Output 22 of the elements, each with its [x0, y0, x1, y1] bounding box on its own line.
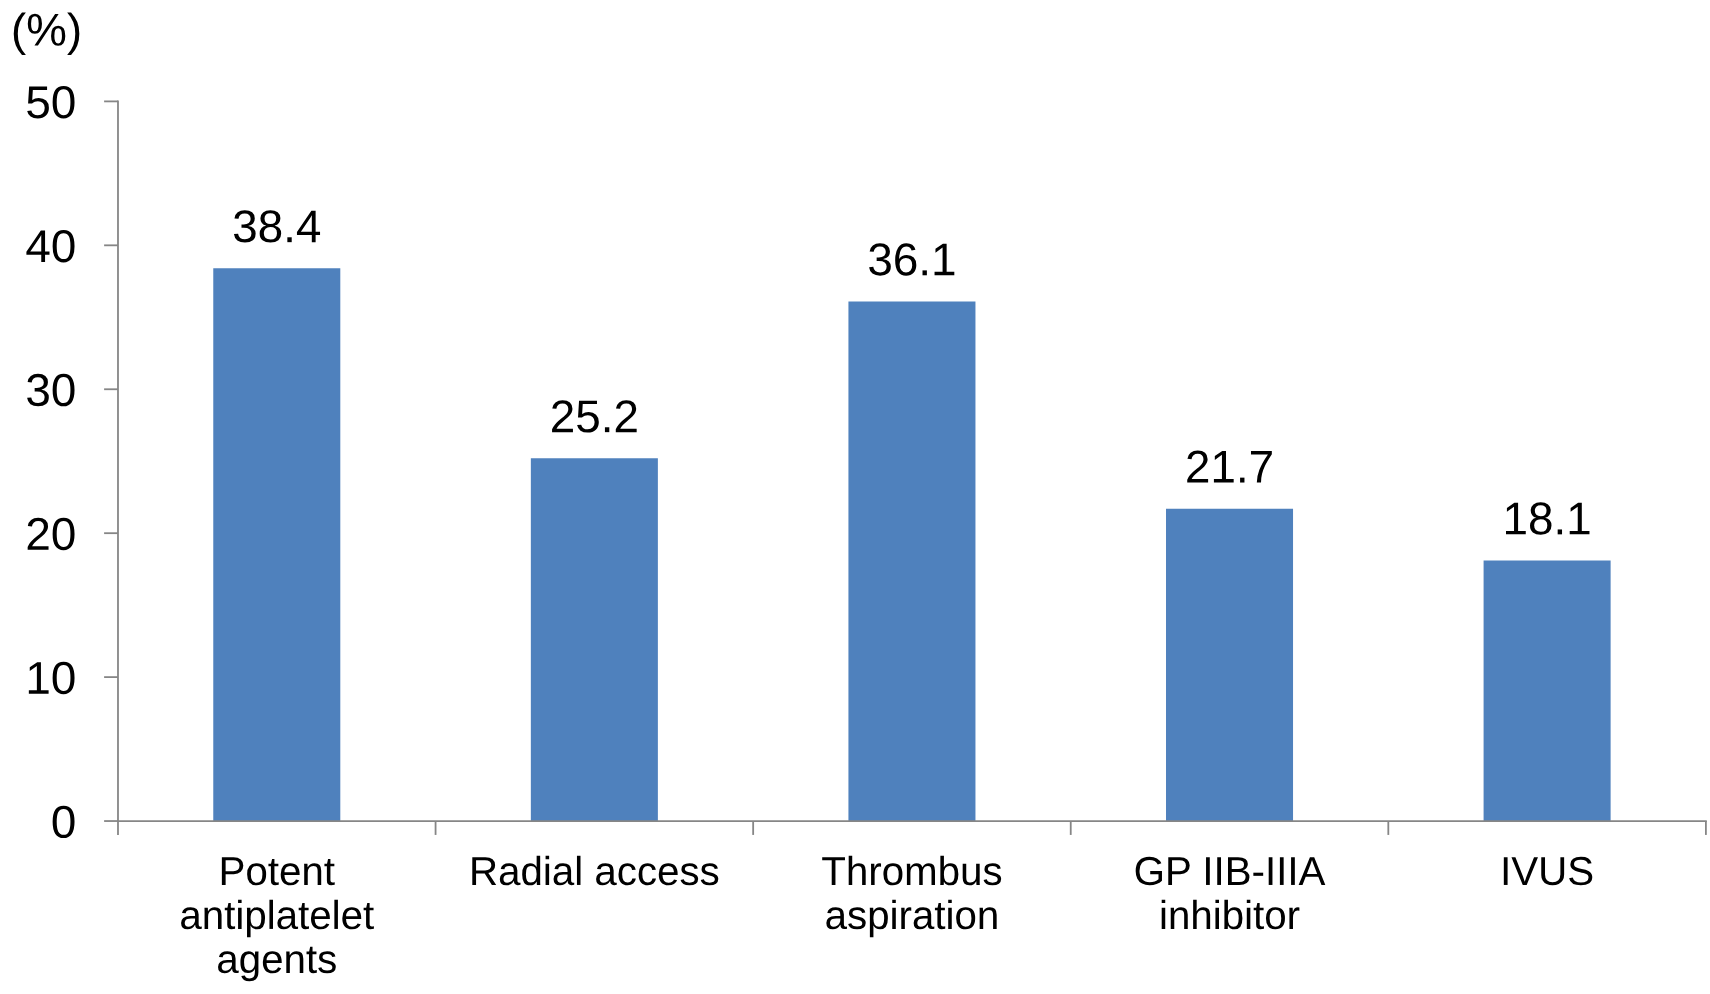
data-label: 38.4	[233, 210, 321, 243]
bar	[213, 268, 341, 822]
data-label: 25.2	[552, 400, 637, 433]
y-tick-label: 40	[26, 229, 75, 263]
y-tick-label: 20	[27, 517, 75, 551]
y-axis-title: (%)	[13, 12, 80, 56]
data-label: 21.7	[1187, 450, 1272, 483]
data-label: 18.1	[1506, 502, 1590, 535]
x-tick-label: Potent antiplatelet agents	[181, 857, 374, 982]
data-label: 36.1	[869, 243, 955, 276]
y-tick-label: 10	[28, 661, 75, 695]
x-tick-label: Thrombus aspiration	[822, 855, 1002, 938]
bar	[1483, 560, 1611, 822]
y-tick-label: 30	[27, 373, 75, 407]
bar	[848, 301, 976, 822]
bar	[1166, 508, 1294, 822]
x-tick-label: GP IIB-IIIA inhibitor	[1135, 856, 1326, 930]
x-tick-label: Radial access	[472, 855, 719, 886]
y-tick-label: 50	[27, 85, 75, 119]
x-tick-label: IVUS	[1503, 856, 1593, 886]
y-tick-label: 0	[52, 805, 75, 839]
bar	[530, 458, 658, 822]
